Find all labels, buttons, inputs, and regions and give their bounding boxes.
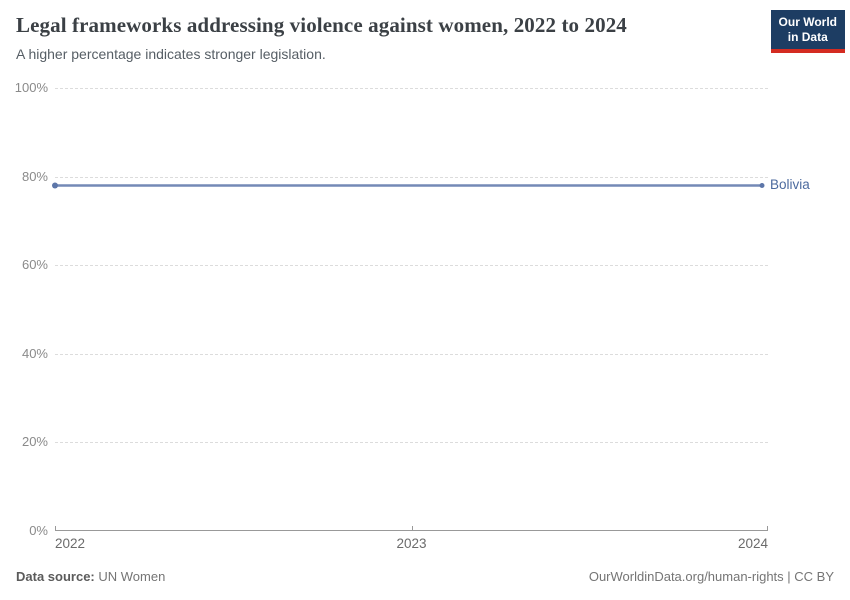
x-axis-tick-label: 2023: [396, 536, 427, 551]
data-source: Data source: UN Women: [16, 569, 165, 584]
series-line-bolivia[interactable]: [52, 88, 768, 531]
chart-title: Legal frameworks addressing violence aga…: [16, 13, 627, 37]
gridline-100: [55, 88, 768, 89]
x-axis-tick-mark: [55, 526, 56, 531]
series-point-marker: [52, 182, 58, 189]
x-axis: 2022 2023 2024: [55, 536, 768, 554]
y-axis: 0% 20% 40% 60% 80% 100%: [0, 80, 48, 538]
y-axis-tick-label: 0%: [29, 523, 48, 538]
x-axis-tick-mark: [767, 526, 768, 531]
gridline-40: [55, 353, 768, 355]
y-axis-tick-label: 80%: [21, 168, 48, 184]
gridline-20: [55, 442, 768, 444]
x-axis-tick-mark: [411, 526, 413, 531]
data-source-value: UN Women: [94, 569, 166, 584]
data-source-label: Data source:: [16, 569, 95, 584]
gridline-80: [55, 176, 768, 178]
owid-logo-line1: Our World: [778, 15, 837, 29]
chart-header: Legal frameworks addressing violence aga…: [16, 12, 755, 62]
x-axis-tick-label: 2024: [737, 536, 768, 551]
owid-logo[interactable]: Our World in Data: [770, 10, 845, 53]
plot-area: [52, 88, 768, 531]
gridline-60: [55, 265, 768, 267]
y-axis-tick-label: 20%: [21, 434, 48, 450]
owid-logo-line2: in Data: [787, 30, 828, 44]
y-axis-tick-label: 60%: [21, 257, 48, 273]
chart-subtitle: A higher percentage indicates stronger l…: [16, 46, 326, 63]
series-entity-label[interactable]: Bolivia: [770, 177, 810, 193]
y-axis-tick-label: 40%: [21, 345, 48, 361]
y-axis-tick-label: 100%: [14, 80, 48, 95]
chart-footer: Data source: UN Women OurWorldinData.org…: [16, 569, 834, 584]
x-axis-tick-label: 2022: [55, 536, 86, 551]
series-point-marker: [759, 182, 765, 188]
attribution-link[interactable]: OurWorldinData.org/human-rights | CC BY: [588, 569, 834, 584]
